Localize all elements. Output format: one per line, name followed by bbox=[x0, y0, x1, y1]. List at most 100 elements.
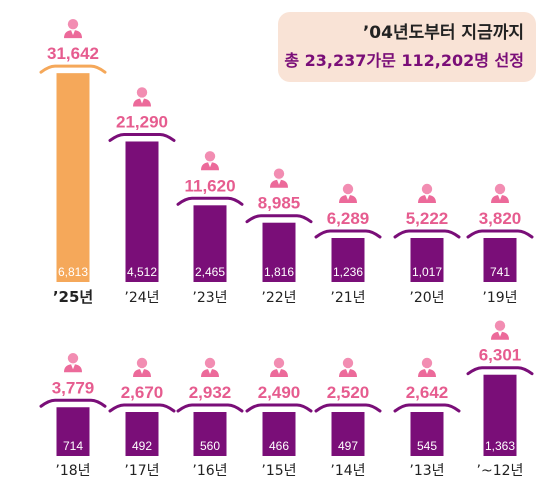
bar-inner-label: 545 bbox=[417, 439, 437, 453]
bar-inner-label: 4,512 bbox=[127, 265, 157, 279]
bar bbox=[262, 222, 296, 282]
person-head-icon bbox=[67, 353, 79, 364]
bar bbox=[193, 205, 227, 282]
bar-inner-label: 497 bbox=[338, 439, 358, 453]
bar-top-label: 2,670 bbox=[121, 383, 164, 402]
person-collar-icon bbox=[277, 179, 281, 185]
bar bbox=[56, 407, 90, 456]
bar-top-label: 3,820 bbox=[479, 209, 522, 228]
bar-group: 741 3,820 ’19년 bbox=[466, 183, 534, 306]
bar bbox=[56, 73, 90, 282]
bar-group: 1,816 8,985 ’22년 bbox=[245, 168, 313, 306]
bar-top-label: 21,290 bbox=[116, 112, 168, 131]
person-head-icon bbox=[342, 183, 354, 195]
bar-top-label: 6,289 bbox=[327, 209, 370, 228]
roof-icon bbox=[314, 403, 382, 413]
category-label: ’23년 bbox=[192, 290, 227, 306]
roof-icon bbox=[108, 132, 176, 142]
bar-top-label: 6,301 bbox=[479, 346, 522, 365]
bar-inner-label: 1,816 bbox=[264, 265, 294, 279]
person-head-icon bbox=[494, 183, 506, 195]
category-label: ’24년 bbox=[124, 290, 159, 306]
person-collar-icon bbox=[498, 331, 502, 337]
person-head-icon bbox=[342, 357, 354, 369]
roof-icon bbox=[176, 196, 244, 206]
person-collar-icon bbox=[346, 369, 350, 374]
bar bbox=[193, 412, 227, 456]
bar-top-label: 2,642 bbox=[406, 383, 449, 402]
bar bbox=[262, 412, 296, 456]
roof-icon bbox=[245, 403, 313, 413]
bar-group: 560 2,932 ’16년 bbox=[176, 357, 244, 479]
person-collar-icon bbox=[208, 369, 212, 374]
person-head-icon bbox=[204, 151, 216, 162]
bar-top-label: 5,222 bbox=[406, 209, 449, 228]
bar bbox=[125, 141, 159, 282]
bar-top-label: 2,490 bbox=[258, 383, 301, 402]
category-label: ’16년 bbox=[192, 463, 227, 479]
roof-icon bbox=[466, 366, 534, 376]
bar-group: 714 3,779 ’18년 bbox=[39, 353, 107, 479]
bar bbox=[331, 412, 365, 456]
category-label: ’15년 bbox=[261, 463, 296, 479]
roof-icon bbox=[108, 403, 176, 413]
person-head-icon bbox=[136, 87, 148, 98]
person-head-icon bbox=[67, 18, 79, 30]
bar-top-label: 8,985 bbox=[258, 194, 301, 213]
bar-inner-label: 1,236 bbox=[333, 265, 363, 279]
category-label: ’25년 bbox=[53, 288, 93, 306]
bar-group: 466 2,490 ’15년 bbox=[245, 357, 313, 479]
roof-icon bbox=[39, 398, 107, 408]
bar-inner-label: 2,465 bbox=[195, 265, 225, 279]
person-collar-icon bbox=[498, 195, 502, 200]
summary-box: ’04년도부터 지금까지 총 23,237가문 112,202명 선정 bbox=[278, 12, 536, 82]
bar-inner-label: 492 bbox=[132, 439, 152, 453]
bar bbox=[483, 374, 517, 456]
bar-inner-label: 6,813 bbox=[58, 265, 88, 279]
bar-group: 6,813 31,642 ’25년 bbox=[39, 18, 107, 306]
bar-inner-label: 466 bbox=[269, 439, 289, 453]
person-collar-icon bbox=[425, 369, 429, 374]
bar-inner-label: 1,017 bbox=[412, 265, 442, 279]
bar-inner-label: 1,363 bbox=[485, 439, 515, 453]
person-collar-icon bbox=[277, 369, 281, 374]
category-label: ’14년 bbox=[330, 463, 365, 479]
bar-group: 1,236 6,289 ’21년 bbox=[314, 183, 382, 306]
person-collar-icon bbox=[425, 195, 429, 200]
bar-top-label: 3,779 bbox=[52, 378, 95, 397]
bar bbox=[410, 412, 444, 456]
person-head-icon bbox=[204, 357, 216, 369]
person-head-icon bbox=[136, 357, 148, 369]
person-collar-icon bbox=[140, 369, 144, 374]
bar-inner-label: 714 bbox=[63, 439, 83, 453]
bar-top-label: 11,620 bbox=[184, 176, 235, 195]
category-label: ’19년 bbox=[482, 290, 517, 306]
category-label: ’17년 bbox=[124, 463, 159, 479]
person-collar-icon bbox=[208, 162, 212, 168]
bar-top-label: 2,932 bbox=[189, 383, 232, 402]
roof-icon bbox=[466, 229, 534, 239]
category-label: ’21년 bbox=[330, 290, 365, 306]
bar-group: 492 2,670 ’17년 bbox=[108, 357, 176, 479]
person-head-icon bbox=[273, 357, 285, 369]
roof-icon bbox=[176, 403, 244, 413]
person-collar-icon bbox=[346, 195, 350, 200]
bar-top-label: 31,642 bbox=[47, 44, 99, 63]
bar bbox=[410, 238, 444, 282]
roof-icon bbox=[393, 403, 461, 413]
category-label: ’22년 bbox=[261, 290, 296, 306]
bar bbox=[483, 238, 517, 282]
bar-top-label: 2,520 bbox=[327, 383, 370, 402]
person-head-icon bbox=[494, 320, 506, 331]
bar-group: 2,465 11,620 ’23년 bbox=[176, 151, 244, 306]
person-collar-icon bbox=[140, 98, 144, 104]
summary-line2: 총 23,237가문 112,202명 선정 bbox=[284, 51, 524, 70]
bar-inner-label: 741 bbox=[490, 265, 510, 279]
roof-icon bbox=[39, 64, 107, 74]
bar-inner-label: 560 bbox=[200, 439, 220, 453]
category-label: ’~12년 bbox=[477, 463, 524, 479]
bar-group: 1,363 6,301 ’~12년 bbox=[466, 320, 534, 479]
category-label: ’20년 bbox=[409, 290, 444, 306]
bar-group: 4,512 21,290 ’24년 bbox=[108, 87, 176, 306]
bar bbox=[331, 238, 365, 282]
